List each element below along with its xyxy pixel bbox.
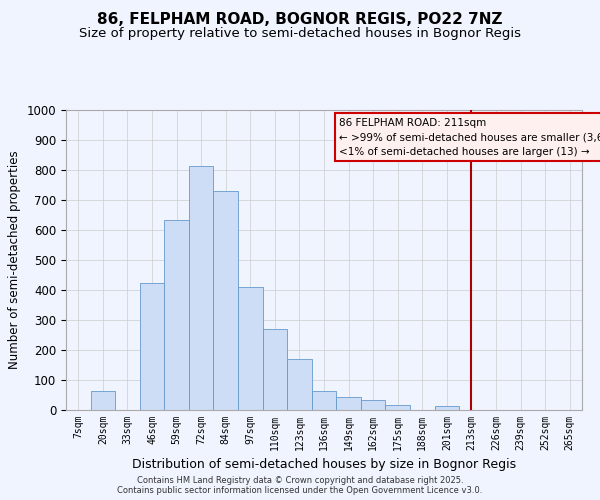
Bar [287, 359, 312, 410]
Text: 86, FELPHAM ROAD, BOGNOR REGIS, PO22 7NZ: 86, FELPHAM ROAD, BOGNOR REGIS, PO22 7NZ [97, 12, 503, 28]
Bar [385, 404, 410, 410]
Bar [91, 391, 115, 410]
Y-axis label: Number of semi-detached properties: Number of semi-detached properties [8, 150, 21, 370]
Text: Size of property relative to semi-detached houses in Bognor Regis: Size of property relative to semi-detach… [79, 28, 521, 40]
Bar [263, 329, 287, 410]
Bar [336, 397, 361, 410]
Bar [361, 400, 385, 410]
Text: Contains public sector information licensed under the Open Government Licence v3: Contains public sector information licen… [118, 486, 482, 495]
Text: 86 FELPHAM ROAD: 211sqm
← >99% of semi-detached houses are smaller (3,670)
<1% o: 86 FELPHAM ROAD: 211sqm ← >99% of semi-d… [339, 118, 600, 157]
Bar [189, 166, 214, 410]
Text: Contains HM Land Registry data © Crown copyright and database right 2025.: Contains HM Land Registry data © Crown c… [137, 476, 463, 485]
Bar [238, 287, 263, 410]
Bar [164, 220, 189, 410]
Bar [312, 391, 336, 410]
X-axis label: Distribution of semi-detached houses by size in Bognor Regis: Distribution of semi-detached houses by … [132, 458, 516, 471]
Bar [214, 191, 238, 410]
Bar [140, 282, 164, 410]
Bar [434, 406, 459, 410]
